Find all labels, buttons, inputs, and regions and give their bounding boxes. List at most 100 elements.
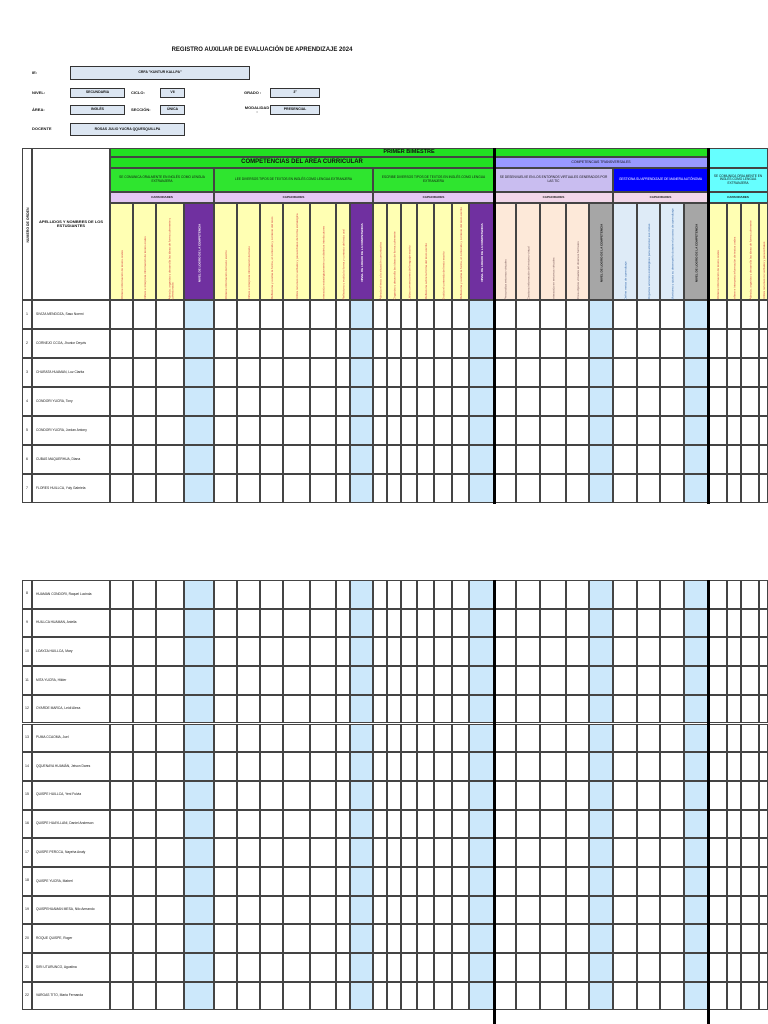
- grade-cell: [417, 445, 434, 474]
- student-name: FLORES HUILLCA, Yuly Gabriela: [32, 474, 110, 503]
- grade-cell: [566, 867, 589, 896]
- grade-cell: [759, 867, 768, 896]
- grade-cell: [133, 474, 156, 503]
- student-name: QUISPE PERCCA, Nayeha Analy: [32, 838, 110, 867]
- order-number: 17: [22, 838, 32, 867]
- grade-cell: [660, 358, 684, 387]
- grade-cell: [759, 981, 768, 1011]
- grade-cell: [613, 838, 637, 867]
- level-cell: [589, 924, 613, 954]
- grade-cell: [373, 666, 387, 695]
- grade-cell: [516, 445, 540, 474]
- grade-cell: [637, 838, 660, 867]
- grade-cell: [373, 752, 387, 781]
- student-name: QUISPE HUAYLLANI, Daniel Anderson: [32, 809, 110, 839]
- grade-cell: [660, 580, 684, 609]
- level-cell: [589, 474, 613, 503]
- period-extra: [708, 148, 768, 168]
- grade-cell: [417, 780, 434, 810]
- grade-cell: [516, 474, 540, 503]
- level-cell: [589, 838, 613, 867]
- capacity-text: Obtiene información de textos orales: [715, 250, 720, 299]
- grade-cell: [401, 752, 417, 781]
- grade-cell: [260, 416, 283, 445]
- grade-cell: [566, 329, 589, 358]
- level-cell: [350, 329, 373, 358]
- grade-cell: [637, 580, 660, 609]
- grade-cell: [156, 694, 184, 724]
- grade-cell: [214, 445, 237, 474]
- grade-cell: [660, 752, 684, 781]
- grade-cell: [237, 474, 260, 503]
- grade-cell: [401, 580, 417, 609]
- capacity: Adecúa, organiza y desarrolla las ideas …: [156, 203, 184, 300]
- grade-cell: [156, 953, 184, 982]
- grade-cell: [741, 358, 759, 387]
- student-name: QUISPE YUCRA, Maberl: [32, 867, 110, 896]
- grade-cell: [452, 387, 469, 416]
- level-cell: [684, 474, 708, 503]
- grade-cell: [613, 867, 637, 896]
- grade-cell: [516, 666, 540, 695]
- grade-cell: [401, 474, 417, 503]
- grade-cell: [540, 608, 566, 638]
- grade-cell: [708, 838, 727, 867]
- grade-cell: [660, 924, 684, 954]
- level-cell: [184, 387, 214, 416]
- grade-cell: [214, 723, 237, 753]
- grade-cell: [417, 580, 434, 609]
- grade-cell: [417, 953, 434, 982]
- grade-cell: [310, 752, 336, 781]
- grade-cell: [237, 694, 260, 724]
- capacities-label: CAPACIDADES: [494, 192, 613, 203]
- grade-cell: [214, 809, 237, 839]
- grade-cell: [401, 867, 417, 896]
- level-cell: [184, 416, 214, 445]
- grade-cell: [452, 694, 469, 724]
- grade-cell: [540, 358, 566, 387]
- capacity-text: Obtiene información del texto escrito: [223, 250, 228, 299]
- grade-cell: [283, 329, 310, 358]
- grade-cell: [237, 895, 260, 925]
- order-number: 14: [22, 752, 32, 781]
- grade-cell: [637, 953, 660, 982]
- grade-cell: [310, 867, 336, 896]
- level-cell: [589, 752, 613, 781]
- level-cell: [684, 981, 708, 1011]
- grade-cell: [708, 694, 727, 724]
- competency-name: SE DESENVUELVE EN LOS ENTORNOS VIRTUALES…: [494, 168, 613, 192]
- capacity-text: Infiere e interpreta información de text…: [732, 236, 737, 299]
- capacity: Personaliza entornos virtuales: [494, 203, 516, 300]
- grade-cell: [727, 780, 741, 810]
- grade-cell: [452, 329, 469, 358]
- order-number: 6: [22, 445, 32, 474]
- grade-cell: [727, 981, 741, 1011]
- grade-cell: [133, 637, 156, 667]
- grade-cell: [434, 300, 452, 329]
- grade-cell: [494, 329, 516, 358]
- grade-cell: [759, 780, 768, 810]
- level-cell: [469, 358, 494, 387]
- grade-cell: [434, 780, 452, 810]
- grade-cell: [727, 694, 741, 724]
- grade-cell: [310, 580, 336, 609]
- grade-cell: [260, 867, 283, 896]
- grade-cell: [373, 474, 387, 503]
- grade-cell: [452, 867, 469, 896]
- level-cell: [184, 895, 214, 925]
- grade-cell: [237, 953, 260, 982]
- grade-cell: [237, 580, 260, 609]
- grade-cell: [373, 358, 387, 387]
- level-cell: [469, 953, 494, 982]
- level-cell: [469, 895, 494, 925]
- grade-cell: [401, 329, 417, 358]
- level-cell: [589, 867, 613, 896]
- grade-cell: [516, 838, 540, 867]
- grade-cell: [283, 953, 310, 982]
- grade-cell: [417, 637, 434, 667]
- grade-cell: [156, 981, 184, 1011]
- grade-cell: [214, 608, 237, 638]
- grade-cell: [373, 780, 387, 810]
- value-box: VII: [160, 88, 185, 98]
- grade-cell: [401, 637, 417, 667]
